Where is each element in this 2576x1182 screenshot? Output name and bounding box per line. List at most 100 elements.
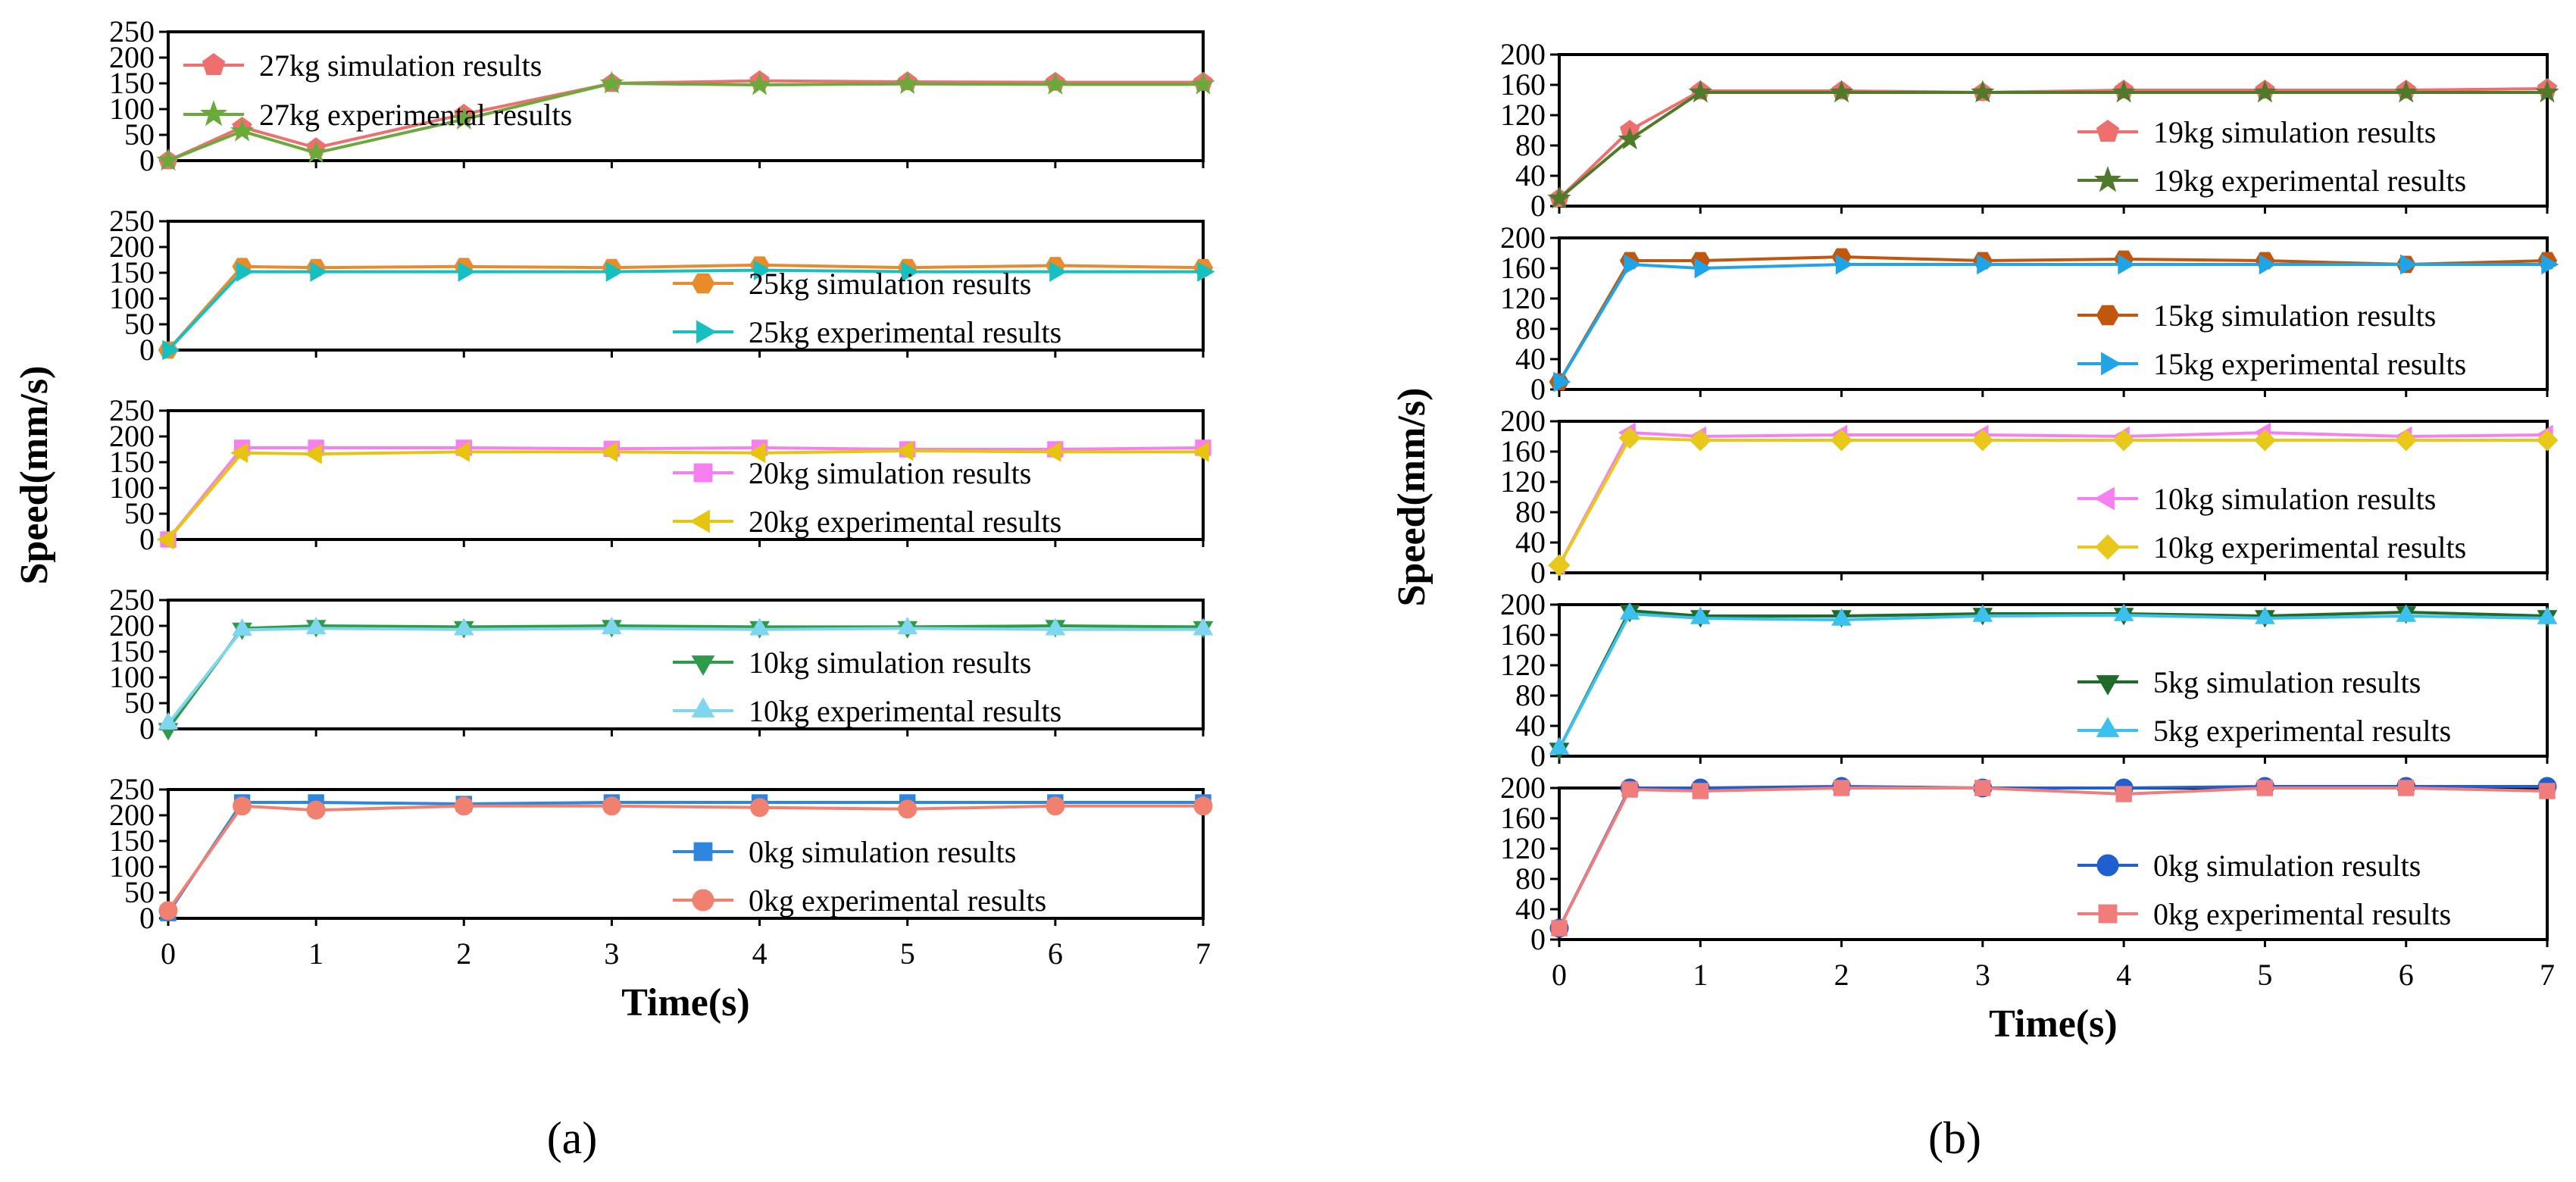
data-point — [2112, 429, 2135, 452]
data-point — [156, 529, 174, 550]
legend-marker — [2096, 305, 2120, 326]
data-point — [233, 796, 252, 816]
panel-frame — [1558, 603, 2549, 758]
x-tick-label: 3 — [604, 937, 619, 971]
y-tick-label: 120 — [1500, 464, 1546, 499]
y-tick-label: 100 — [109, 849, 155, 883]
y-tick-label: 200 — [109, 608, 155, 643]
x-tick-label: 7 — [1196, 937, 1211, 971]
legend-label: 20kg simulation results — [749, 456, 1031, 490]
legend: 19kg simulation results 19kg experimental… — [2077, 115, 2466, 198]
x-tick-label: 5 — [2257, 958, 2272, 992]
data-point — [895, 71, 920, 95]
data-point — [452, 442, 470, 462]
data-point — [2398, 780, 2415, 796]
legend-label: 19kg experimental results — [2153, 164, 2466, 198]
panel-frame — [1558, 53, 2549, 208]
data-point — [2536, 429, 2559, 452]
data-point — [1549, 736, 1570, 755]
legend-label: 27kg simulation results — [259, 48, 542, 83]
y-tick-label: 150 — [109, 66, 155, 100]
y-tick-label: 200 — [1500, 404, 1546, 438]
data-point — [1971, 80, 1995, 103]
legend-marker — [691, 655, 715, 676]
data-point — [605, 261, 624, 282]
y-tick-label: 160 — [1500, 801, 1546, 835]
y-tick-label: 120 — [1500, 98, 1546, 132]
data-point — [2259, 254, 2277, 275]
legend-label: 10kg simulation results — [749, 646, 1031, 680]
y-tick-label: 50 — [124, 875, 155, 909]
series-line — [167, 801, 1203, 915]
data-point — [2255, 606, 2275, 624]
legend: 27kg simulation results 27kg experimental… — [183, 48, 572, 132]
data-point — [2535, 80, 2559, 103]
data-point — [1974, 780, 1991, 796]
panel-frame — [167, 409, 1205, 541]
y-tick-label: 200 — [109, 40, 155, 74]
data-point — [232, 618, 252, 636]
data-point — [1688, 80, 1713, 103]
data-point — [304, 140, 328, 164]
y-tick-label: 160 — [1500, 434, 1546, 468]
data-point — [1043, 71, 1068, 95]
data-point — [898, 799, 918, 819]
y-tick-label: 160 — [1500, 67, 1546, 102]
data-point — [1690, 606, 1711, 624]
legend-marker — [696, 320, 717, 344]
y-tick-label: 100 — [109, 281, 155, 315]
data-point — [230, 442, 249, 464]
data-point — [1624, 254, 1642, 275]
data-point — [1191, 71, 1215, 95]
data-point — [2256, 780, 2274, 796]
data-point — [2252, 80, 2277, 103]
x-tick-label: 7 — [2540, 958, 2555, 992]
data-point — [902, 261, 920, 282]
series-b-1-2 — [1547, 80, 2559, 209]
x-tick-label: 2 — [1834, 958, 1849, 992]
x-tick-label: 0 — [161, 937, 176, 971]
legend-marker — [2093, 165, 2122, 192]
series-a-3-2 — [156, 440, 1209, 550]
y-tick-label: 50 — [124, 307, 155, 341]
legend-marker — [2096, 717, 2120, 737]
figure-caption: (a) — [547, 1113, 598, 1163]
panel-frame — [167, 599, 1205, 730]
data-point — [305, 616, 327, 635]
data-point — [2395, 429, 2418, 452]
series-b-4-2 — [1549, 602, 2558, 755]
data-point — [1830, 429, 1853, 452]
data-point — [1547, 186, 1571, 209]
y-tick-label: 40 — [1515, 892, 1546, 926]
x-tick-label: 0 — [1552, 958, 1567, 992]
data-point — [2541, 254, 2559, 275]
legend-marker — [691, 273, 715, 294]
data-point — [162, 339, 180, 361]
data-point — [2118, 254, 2136, 275]
y-tick-label: 80 — [1515, 861, 1546, 896]
data-point — [748, 442, 766, 464]
x-tick-label: 2 — [456, 937, 471, 971]
data-point — [1833, 780, 1850, 796]
y-tick-label: 150 — [109, 255, 155, 289]
y-tick-label: 150 — [109, 634, 155, 668]
y-tick-label: 120 — [1500, 831, 1546, 865]
data-point — [1829, 80, 1854, 103]
y-tick-label: 0 — [139, 333, 155, 367]
legend-label: 25kg simulation results — [749, 267, 1031, 301]
y-tick-label: 200 — [1500, 37, 1546, 71]
data-point — [1621, 781, 1638, 798]
data-point — [306, 800, 326, 820]
legend-label: 0kg simulation results — [749, 835, 1016, 869]
data-point — [897, 617, 918, 635]
legend: 20kg simulation results 20kg experimental… — [673, 456, 1061, 539]
legend-marker — [689, 509, 710, 533]
y-tick-label: 200 — [109, 419, 155, 453]
